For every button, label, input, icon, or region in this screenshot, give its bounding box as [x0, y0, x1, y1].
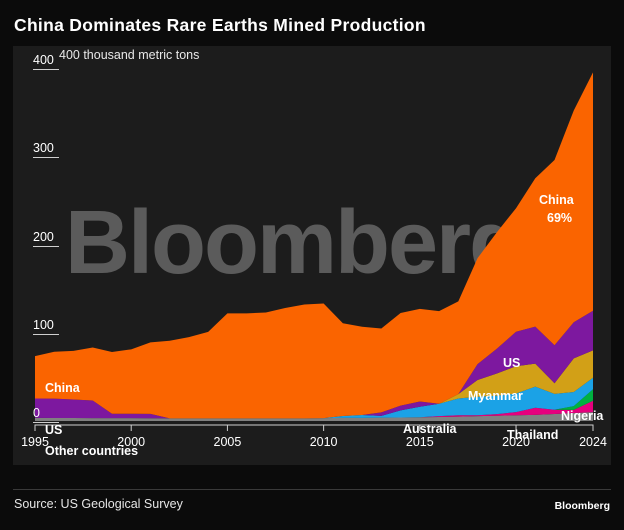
area-series-australia — [35, 377, 593, 419]
stacked-area-chart — [34, 72, 594, 431]
source-note: Source: US Geological Survey — [14, 497, 183, 511]
page-title: China Dominates Rare Earths Mined Produc… — [14, 15, 426, 35]
chart-plot-area: Bloomberg 400 thousand metric tons 0 100 2… — [13, 46, 611, 465]
x-axis-line — [34, 424, 594, 431]
area-series-us — [35, 310, 593, 419]
bloomberg-logo: Bloomberg — [554, 500, 610, 512]
area-series-myanmar — [35, 350, 593, 419]
area-series-china — [35, 72, 593, 419]
footer-divider — [13, 489, 611, 490]
area-series-other-countries — [35, 412, 593, 421]
